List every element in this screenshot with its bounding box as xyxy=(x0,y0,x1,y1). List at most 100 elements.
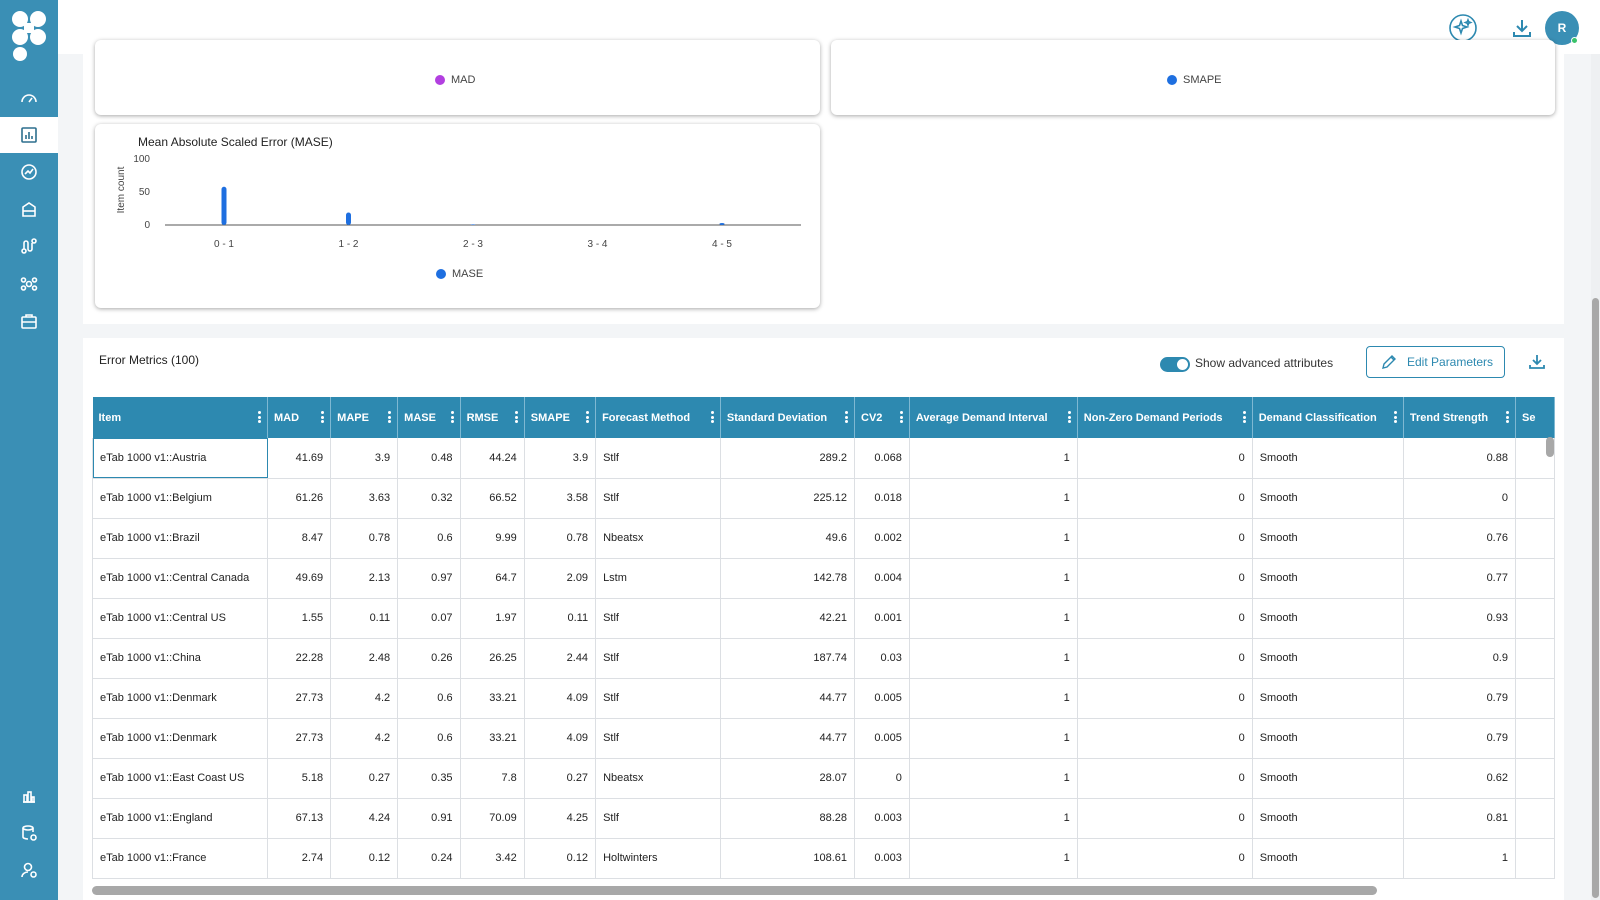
table-cell[interactable]: 0.78 xyxy=(524,518,597,559)
table-cell[interactable]: Nbeatsx xyxy=(595,518,721,559)
table-cell[interactable]: Smooth xyxy=(1252,558,1404,599)
bar[interactable] xyxy=(221,186,227,225)
table-row[interactable]: eTab 1000 v1::East Coast US 5.18 0.27 0.35 7… xyxy=(92,758,1555,799)
table-cell[interactable]: 0 xyxy=(1077,718,1253,759)
table-cell[interactable]: 2.13 xyxy=(330,558,399,599)
table-cell[interactable]: 3.9 xyxy=(524,438,597,479)
table-cell[interactable]: 0.6 xyxy=(397,678,461,719)
column-header[interactable]: RMSE xyxy=(460,397,525,438)
column-header[interactable]: Demand Classification xyxy=(1252,397,1404,438)
table-horizontal-scrollbar[interactable] xyxy=(92,886,1377,895)
table-cell[interactable]: Smooth xyxy=(1252,758,1404,799)
table-cell[interactable]: 1 xyxy=(909,838,1078,879)
table-cell[interactable]: Stlf xyxy=(595,798,721,839)
nav-inventory[interactable] xyxy=(0,191,58,227)
table-cell[interactable]: eTab 1000 v1::Central Canada xyxy=(92,558,269,599)
table-cell[interactable]: 0.97 xyxy=(397,558,461,599)
column-header[interactable]: Forecast Method xyxy=(595,397,721,438)
nav-network[interactable] xyxy=(0,266,58,302)
column-header[interactable]: Average Demand Interval xyxy=(909,397,1078,438)
column-menu-icon[interactable] xyxy=(586,411,590,423)
table-cell[interactable]: 0 xyxy=(1077,518,1253,559)
table-cell[interactable]: 0.79 xyxy=(1403,678,1516,719)
table-cell[interactable] xyxy=(1515,758,1555,799)
table-cell[interactable]: 3.9 xyxy=(330,438,399,479)
table-cell[interactable]: eTab 1000 v1::England xyxy=(92,798,269,839)
table-cell[interactable]: 142.78 xyxy=(720,558,856,599)
table-cell[interactable]: 0.12 xyxy=(524,838,597,879)
table-cell[interactable] xyxy=(1515,838,1555,879)
table-cell[interactable]: 42.21 xyxy=(720,598,856,639)
column-header[interactable]: SMAPE xyxy=(524,397,597,438)
table-cell[interactable]: 1 xyxy=(909,598,1078,639)
table-cell[interactable]: 0.003 xyxy=(854,798,910,839)
table-cell[interactable]: eTab 1000 v1::China xyxy=(92,638,269,679)
table-cell[interactable]: 4.09 xyxy=(524,678,597,719)
table-vertical-scrollbar[interactable] xyxy=(1546,437,1554,457)
table-cell[interactable]: 44.77 xyxy=(720,678,856,719)
table-cell[interactable]: Smooth xyxy=(1252,598,1404,639)
column-menu-icon[interactable] xyxy=(258,411,262,423)
nav-charts[interactable] xyxy=(0,778,58,814)
table-cell[interactable]: 1 xyxy=(909,478,1078,519)
table-cell[interactable]: Smooth xyxy=(1252,638,1404,679)
table-cell[interactable]: Nbeatsx xyxy=(595,758,721,799)
table-cell[interactable]: 289.2 xyxy=(720,438,856,479)
table-cell[interactable]: 9.99 xyxy=(460,518,525,559)
table-cell[interactable]: 67.13 xyxy=(267,798,332,839)
table-cell[interactable] xyxy=(1515,678,1555,719)
table-cell[interactable]: Stlf xyxy=(595,638,721,679)
table-row[interactable]: eTab 1000 v1::China 22.28 2.48 0.26 26.25 2.4… xyxy=(92,638,1555,679)
table-cell[interactable] xyxy=(1515,798,1555,839)
table-cell[interactable]: eTab 1000 v1::Denmark xyxy=(92,678,269,719)
smape-legend[interactable]: SMAPE xyxy=(1167,74,1222,86)
table-cell[interactable]: Stlf xyxy=(595,678,721,719)
table-cell[interactable]: 0.07 xyxy=(397,598,461,639)
table-cell[interactable]: 41.69 xyxy=(267,438,332,479)
table-cell[interactable]: 0.24 xyxy=(397,838,461,879)
table-cell[interactable]: 0.12 xyxy=(330,838,399,879)
table-cell[interactable] xyxy=(1515,638,1555,679)
app-logo[interactable] xyxy=(9,8,49,62)
column-header[interactable]: MAD xyxy=(267,397,332,438)
table-cell[interactable]: 0.001 xyxy=(854,598,910,639)
table-cell[interactable]: eTab 1000 v1::Austria xyxy=(92,438,269,479)
table-cell[interactable]: Holtwinters xyxy=(595,838,721,879)
mad-legend[interactable]: MAD xyxy=(435,74,475,86)
table-cell[interactable]: 3.63 xyxy=(330,478,399,519)
table-cell[interactable]: 0.79 xyxy=(1403,718,1516,759)
table-cell[interactable]: 225.12 xyxy=(720,478,856,519)
table-cell[interactable]: 27.73 xyxy=(267,718,332,759)
table-cell[interactable]: 187.74 xyxy=(720,638,856,679)
table-cell[interactable]: 28.07 xyxy=(720,758,856,799)
table-cell[interactable]: 49.69 xyxy=(267,558,332,599)
table-cell[interactable]: 61.26 xyxy=(267,478,332,519)
table-cell[interactable]: Smooth xyxy=(1252,678,1404,719)
download-button[interactable] xyxy=(1509,15,1535,41)
table-cell[interactable]: 27.73 xyxy=(267,678,332,719)
nav-routes[interactable] xyxy=(0,228,58,264)
table-cell[interactable] xyxy=(1515,558,1555,599)
table-cell[interactable]: 0.005 xyxy=(854,718,910,759)
table-cell[interactable]: 0.26 xyxy=(397,638,461,679)
table-cell[interactable]: 0.6 xyxy=(397,518,461,559)
table-cell[interactable]: 2.44 xyxy=(524,638,597,679)
table-cell[interactable]: 1.55 xyxy=(267,598,332,639)
table-row[interactable]: eTab 1000 v1::Denmark 27.73 4.2 0.6 33.21 4.0… xyxy=(92,718,1555,759)
nav-data-settings[interactable] xyxy=(0,815,58,851)
table-cell[interactable]: 0 xyxy=(1077,438,1253,479)
table-cell[interactable]: Smooth xyxy=(1252,518,1404,559)
table-cell[interactable]: 26.25 xyxy=(460,638,525,679)
table-cell[interactable]: 0.62 xyxy=(1403,758,1516,799)
table-cell[interactable]: 2.09 xyxy=(524,558,597,599)
table-cell[interactable]: 4.2 xyxy=(330,678,399,719)
table-row[interactable]: eTab 1000 v1::Central Canada 49.69 2.13 0.9… xyxy=(92,558,1555,599)
column-header[interactable]: MAPE xyxy=(330,397,399,438)
column-header[interactable]: MASE xyxy=(397,397,461,438)
table-cell[interactable]: 66.52 xyxy=(460,478,525,519)
table-cell[interactable]: 0.11 xyxy=(330,598,399,639)
table-cell[interactable]: Stlf xyxy=(595,598,721,639)
column-menu-icon[interactable] xyxy=(845,411,849,423)
table-cell[interactable]: 1 xyxy=(1403,838,1516,879)
table-cell[interactable]: 0.004 xyxy=(854,558,910,599)
